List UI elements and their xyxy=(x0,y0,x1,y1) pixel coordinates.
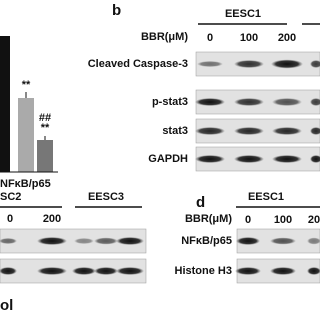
blot-band xyxy=(195,98,225,106)
row-label: GAPDH xyxy=(148,153,188,165)
lane-label: 100 xyxy=(240,32,258,44)
blot-band xyxy=(270,267,296,275)
blot-band xyxy=(310,155,320,163)
lane-label: 0 xyxy=(245,214,251,226)
bar xyxy=(37,140,53,172)
group-label: EESC1 xyxy=(225,8,261,20)
blot-band xyxy=(235,267,261,275)
treatment-label: BBR(μM) xyxy=(141,31,188,43)
blot-band xyxy=(307,267,320,275)
lane-label: 0 xyxy=(7,213,13,225)
significance: ## xyxy=(39,112,51,124)
treatment-label: BBR(μM) xyxy=(185,213,232,225)
x-label: NFκB/p65 xyxy=(0,178,51,190)
significance: ** xyxy=(22,79,31,91)
lane-label: 200 xyxy=(278,32,296,44)
blot-band xyxy=(37,267,67,275)
bar xyxy=(0,36,10,172)
row-label: Histone H3 xyxy=(175,265,232,277)
group-label: EESC3 xyxy=(88,191,124,203)
group-label: EESC1 xyxy=(248,191,284,203)
panel-letter: d xyxy=(196,194,205,211)
blot-band xyxy=(0,238,17,244)
blot-band xyxy=(272,155,302,163)
row-label: Cleaved Caspase-3 xyxy=(88,58,188,70)
blot-band xyxy=(307,237,320,245)
lane-label: 100 xyxy=(274,214,292,226)
row-label: p-stat3 xyxy=(152,96,188,108)
lane-label: 20 xyxy=(308,214,320,226)
blot-band xyxy=(272,127,302,135)
blot-band xyxy=(236,237,260,245)
blot-band xyxy=(270,237,296,245)
blot-band xyxy=(234,155,264,163)
lane-label: 200 xyxy=(43,213,61,225)
row-label: NFκB/p65 xyxy=(181,235,232,247)
blot-band xyxy=(310,60,320,68)
blot-band xyxy=(37,237,67,245)
blot-band xyxy=(310,127,320,135)
blot-band xyxy=(234,98,264,106)
blot-band xyxy=(234,60,264,68)
blot-band xyxy=(195,155,225,163)
blot-band xyxy=(74,238,94,244)
blot-band xyxy=(0,267,17,275)
blot-band xyxy=(234,127,264,135)
legend-fragment: ol xyxy=(0,297,13,314)
blot-band xyxy=(94,267,118,275)
blot-band xyxy=(197,61,223,67)
row-label: stat3 xyxy=(162,125,188,137)
blot-band xyxy=(116,237,144,245)
group-label: SC2 xyxy=(0,191,21,203)
blot-band xyxy=(94,237,118,245)
lane-label: 0 xyxy=(207,32,213,44)
blot-band xyxy=(195,127,225,135)
significance: ** xyxy=(41,122,50,134)
blot-band xyxy=(72,267,96,275)
blot-band xyxy=(272,98,302,106)
blot-band xyxy=(116,267,144,275)
blot-band xyxy=(271,59,303,69)
bar xyxy=(18,98,34,172)
blot-band xyxy=(310,98,320,106)
panel-letter: b xyxy=(112,2,121,19)
